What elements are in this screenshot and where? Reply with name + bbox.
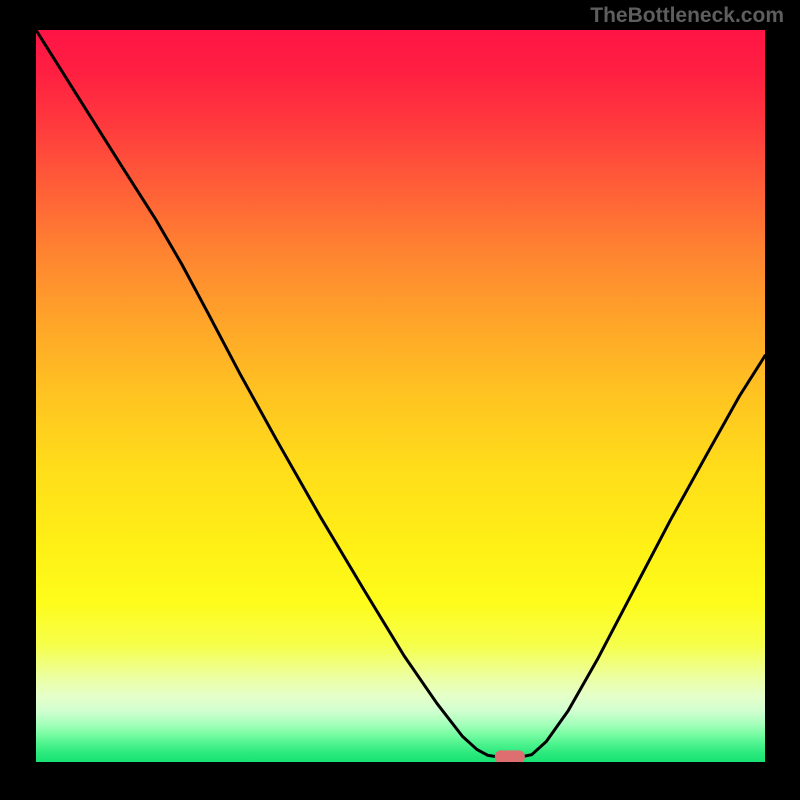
bottleneck-plot bbox=[36, 30, 765, 762]
optimal-marker bbox=[495, 750, 525, 762]
watermark-text: TheBottleneck.com bbox=[590, 4, 784, 28]
chart-frame: TheBottleneck.com bbox=[0, 0, 800, 800]
